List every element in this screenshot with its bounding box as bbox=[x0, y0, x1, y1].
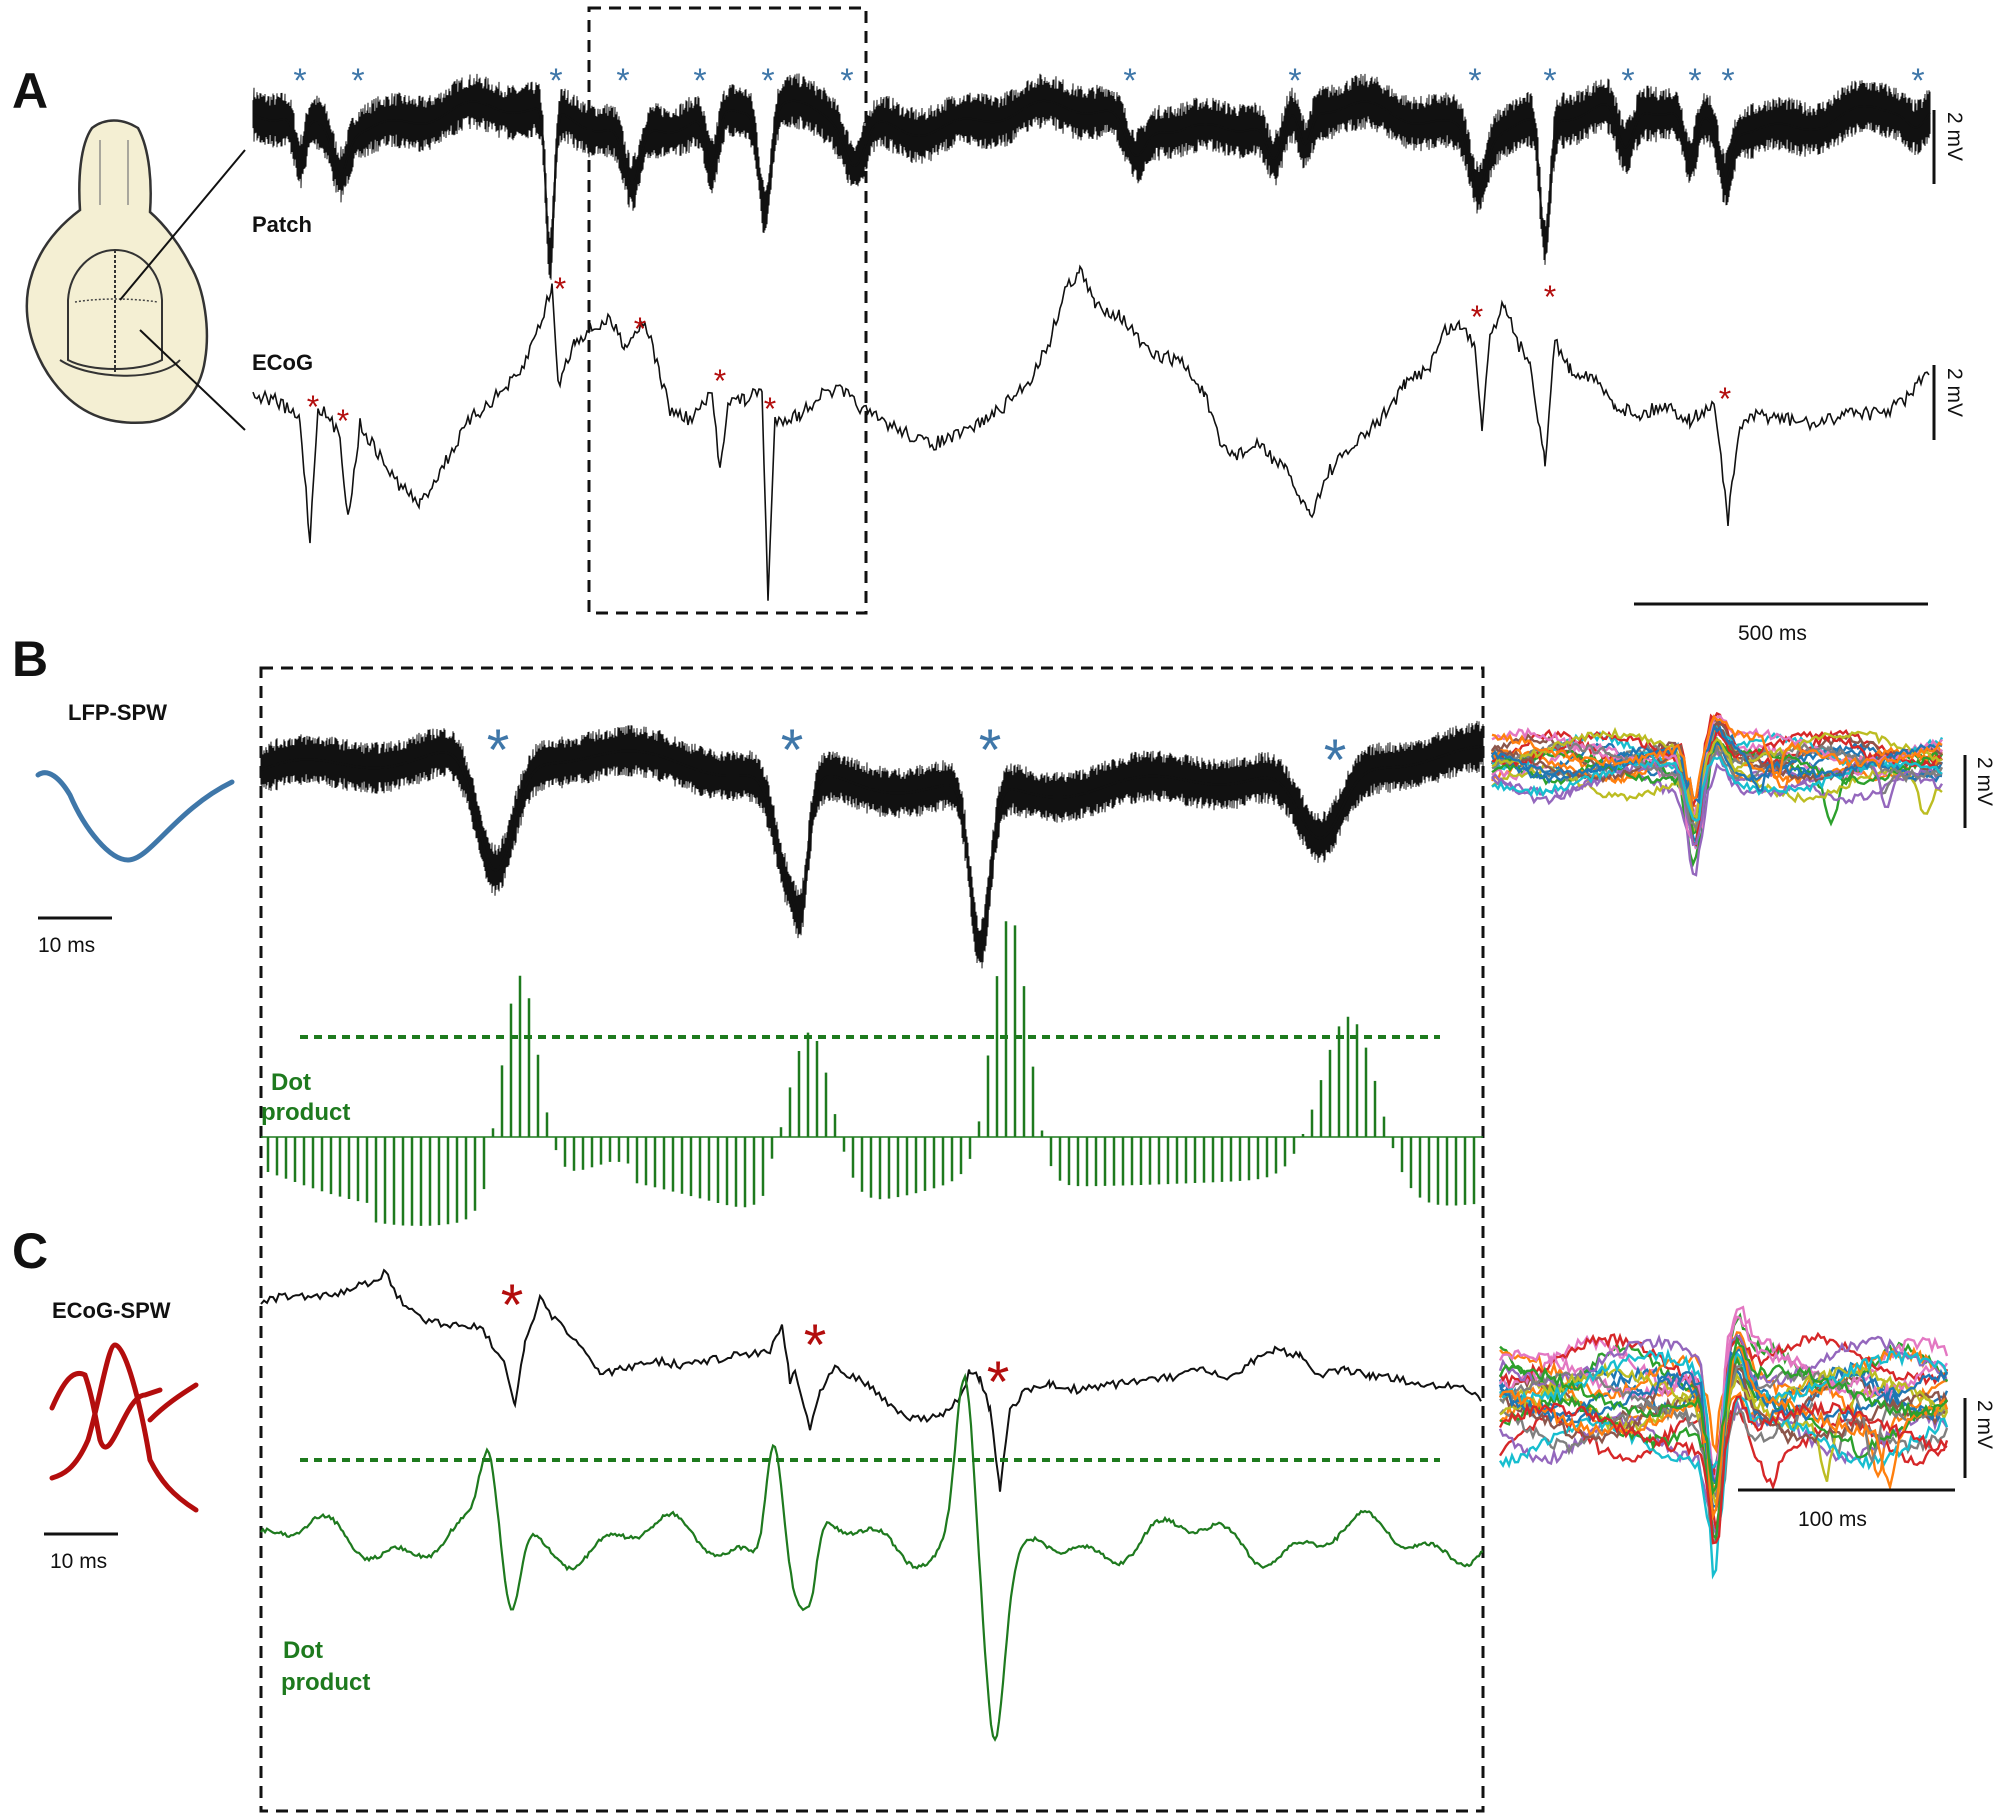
voltage-scale-bar-patch: 2 mV bbox=[1932, 110, 1966, 184]
overlay-time-scale-c: 100 ms bbox=[1738, 1488, 1955, 1531]
svg-text:2 mV: 2 mV bbox=[1973, 1400, 1996, 1449]
dot-product-label-c-line1: Dot bbox=[283, 1637, 323, 1664]
ecog-template-title: ECoG-SPW bbox=[52, 1298, 171, 1323]
ecog-marker-star: * bbox=[634, 311, 646, 347]
panel-label-b: B bbox=[12, 631, 48, 687]
voltage-scale-bar-ecog: 2 mV bbox=[1932, 365, 1966, 440]
ecog-marker-star: * bbox=[1471, 299, 1483, 335]
lfp-marker-star: * bbox=[1123, 62, 1136, 100]
ecog-marker-star: * bbox=[804, 1313, 827, 1378]
dot-product-label-b-line2: product bbox=[261, 1099, 350, 1126]
template-time-scale-b: 10 ms bbox=[38, 916, 112, 957]
lfp-marker-star: * bbox=[761, 62, 774, 100]
lfp-marker-star: * bbox=[979, 718, 1002, 783]
ecog-marker-star: * bbox=[764, 391, 776, 427]
lfp-marker-star: * bbox=[1911, 62, 1924, 100]
lfp-overlay-trace bbox=[1491, 762, 1943, 877]
lfp-marker-star: * bbox=[293, 62, 306, 100]
patch-label: Patch bbox=[252, 212, 312, 237]
lfp-template-title: LFP-SPW bbox=[68, 700, 167, 725]
lfp-overlay-trace bbox=[1491, 714, 1943, 801]
overlay-voltage-scale-c: 2 mV bbox=[1963, 1398, 1996, 1478]
svg-text:2 mV: 2 mV bbox=[1943, 112, 1966, 161]
svg-text:10 ms: 10 ms bbox=[38, 934, 95, 957]
patch-trace-a bbox=[252, 73, 1931, 280]
lfp-marker-star: * bbox=[616, 62, 629, 100]
connector-line-ecog bbox=[139, 329, 246, 431]
ecog-marker-star: * bbox=[501, 1273, 524, 1338]
patch-trace-b bbox=[260, 720, 1484, 969]
lfp-marker-star: * bbox=[1324, 728, 1347, 793]
rat-skull-icon bbox=[25, 119, 209, 424]
lfp-marker-star: * bbox=[351, 62, 364, 100]
ecog-spw-template-tail bbox=[147, 1382, 199, 1423]
ecog-marker-star: * bbox=[1719, 381, 1731, 417]
lfp-marker-star: * bbox=[1543, 62, 1556, 100]
ecog-marker-star: * bbox=[337, 403, 349, 439]
ecog-overlay-trace bbox=[1498, 1315, 1949, 1479]
ecog-marker-star: * bbox=[714, 363, 726, 399]
dot-product-label-b-line1: Dot bbox=[271, 1069, 311, 1096]
lfp-marker-star: * bbox=[1621, 62, 1634, 100]
zoom-region-box bbox=[587, 6, 868, 615]
dot-product-bars-b bbox=[266, 921, 1476, 1226]
panel-label-c: C bbox=[12, 1223, 48, 1279]
lfp-spw-template bbox=[35, 770, 235, 863]
overlay-voltage-scale-b: 2 mV bbox=[1963, 755, 1996, 828]
lfp-marker-star: * bbox=[840, 62, 853, 100]
lfp-marker-star: * bbox=[1721, 62, 1734, 100]
ecog-markers-a: * * * * * * * * * bbox=[307, 271, 1731, 439]
ecog-marker-star: * bbox=[307, 389, 319, 425]
svg-text:100 ms: 100 ms bbox=[1798, 1508, 1867, 1531]
ecog-overlay-trace bbox=[1498, 1395, 1948, 1545]
ecog-overlay-trace bbox=[1498, 1344, 1949, 1521]
time-scale-bar-a: 500 ms bbox=[1634, 602, 1928, 645]
lfp-marker-star: * bbox=[1288, 62, 1301, 100]
lfp-marker-star: * bbox=[781, 718, 804, 783]
svg-text:2 mV: 2 mV bbox=[1943, 368, 1966, 417]
lfp-overlay-trace bbox=[1491, 723, 1943, 805]
lfp-overlay-trace bbox=[1491, 726, 1943, 819]
svg-text:500 ms: 500 ms bbox=[1738, 622, 1807, 645]
ecog-markers-c: * * * bbox=[501, 1273, 1010, 1415]
panel-label-a: A bbox=[12, 63, 48, 119]
dot-product-label-c-line2: product bbox=[281, 1669, 370, 1696]
zoomed-detail-box bbox=[259, 666, 1485, 1813]
ecog-spw-template-b bbox=[49, 1342, 199, 1513]
lfp-event-overlay bbox=[1490, 711, 1944, 877]
dot-product-trace-c bbox=[260, 1372, 1484, 1742]
ecog-trace-c bbox=[260, 1268, 1482, 1492]
lfp-marker-star: * bbox=[693, 62, 706, 100]
ecog-event-overlay bbox=[1498, 1305, 1949, 1580]
ecog-label: ECoG bbox=[252, 350, 313, 375]
ecog-marker-star: * bbox=[554, 271, 566, 307]
lfp-marker-star: * bbox=[549, 62, 562, 100]
svg-text:2 mV: 2 mV bbox=[1973, 757, 1996, 806]
ecog-overlay-trace bbox=[1498, 1335, 1948, 1497]
patch-markers-a: * * * * * * * * * * * * * * * bbox=[293, 62, 1924, 100]
connector-line-patch bbox=[119, 149, 246, 301]
ecog-marker-star: * bbox=[987, 1350, 1010, 1415]
ecog-trace-a bbox=[252, 264, 1930, 601]
lfp-overlay-trace bbox=[1490, 711, 1943, 809]
template-time-scale-c: 10 ms bbox=[44, 1532, 118, 1573]
lfp-markers-b: * * * * bbox=[487, 718, 1347, 793]
lfp-marker-star: * bbox=[1688, 62, 1701, 100]
lfp-marker-star: * bbox=[1468, 62, 1481, 100]
lfp-marker-star: * bbox=[487, 718, 510, 783]
ecog-marker-star: * bbox=[1544, 279, 1556, 315]
ecog-spw-template-a bbox=[49, 1370, 163, 1450]
svg-text:10 ms: 10 ms bbox=[50, 1550, 107, 1573]
